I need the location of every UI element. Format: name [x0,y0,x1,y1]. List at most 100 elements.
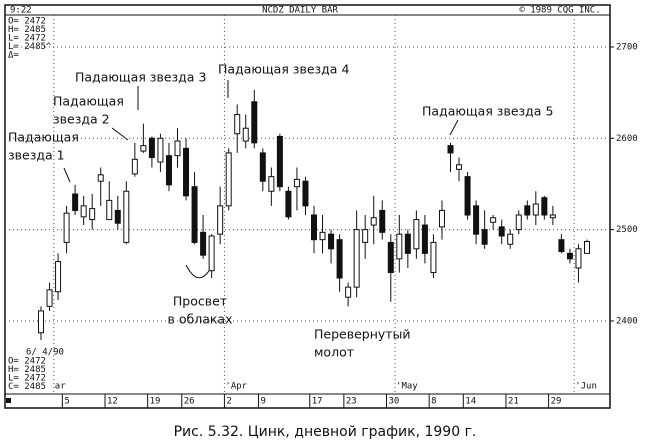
annotation: молот [314,345,354,360]
candle-body [473,205,480,235]
month-label: 'May [396,382,418,392]
candle-body [106,199,113,221]
candle-body [413,219,420,250]
candle-body [268,176,275,192]
candle-body [46,289,53,307]
info-text: H= 2485 [8,25,46,35]
x-tick-label: 14 [465,397,476,407]
x-tick-label: 12 [107,397,118,407]
info-text: Δ= [8,51,19,61]
month-label: 'Jun [575,382,597,392]
y-tick-label: 2400 [616,316,638,326]
y-tick-label: 2700 [616,42,638,52]
candle-body [174,140,181,157]
month-label: ar [55,382,66,392]
info-text: L= 2472 [8,374,46,384]
candle-body [456,164,463,170]
candle-body [430,241,437,274]
candle-body [549,214,556,219]
candle-body [311,214,317,241]
candle-body [80,205,87,218]
annotation: Падающая [53,94,124,109]
candle-body [97,174,104,182]
candle-body [200,231,207,256]
candle-body [438,209,445,228]
candle-body [276,135,283,188]
x-tick-label: 19 [150,397,161,407]
plot-frame [4,4,611,409]
candle-body [481,229,488,245]
candle-body [515,214,522,231]
candle-body [191,186,198,243]
candle-body [89,208,96,221]
candle-body [575,248,582,269]
annotation: Перевернутый [314,327,411,342]
candle-body [464,176,471,216]
candle-body [447,145,454,154]
header-text: © 1989 CQG INC. [519,6,600,16]
x-tick-label: 26 [184,397,195,407]
candle-body [353,229,360,288]
candle-body [541,197,548,216]
y-tick-label: 2600 [616,134,638,144]
candle-body [362,229,369,243]
annotation: Падающая звезда 3 [75,70,206,85]
candle-body [396,233,403,260]
candle-body [524,205,531,216]
candle-body [328,233,335,250]
candle-body [251,101,258,144]
candle-body [421,224,428,254]
annotation: Падающая звезда 4 [218,62,349,77]
candle-body [140,145,147,152]
info-text: O= 2472 [8,357,46,367]
x-tick-label: 5 [64,397,69,407]
candle-body [148,137,155,158]
x-tick-label: 8 [431,397,436,407]
candle-body [285,190,292,218]
candle-body [217,205,224,235]
candle-body [259,152,266,182]
candle-body [165,155,172,186]
candle-body [293,178,300,188]
x-tick-label: 9 [261,397,266,407]
candle-body [558,239,565,253]
x-tick-label: 2 [226,397,231,407]
candle-body [157,137,164,163]
annotation: Падающая [8,130,79,145]
x-tick-label: 17 [312,397,323,407]
candle-body [319,231,326,241]
candle-body [63,212,70,243]
info-text: L= 2472 [8,34,46,44]
candle-body [302,180,309,207]
candle-body [131,158,138,175]
annotation: в облаках [168,312,233,327]
arrow [63,167,71,183]
annotation: звезда 1 [8,148,65,163]
candle-body [584,240,590,254]
header-text: 9:22 [10,6,32,16]
arrow [449,119,459,136]
info-text: H= 2485 [8,365,46,375]
candle-body [498,226,505,237]
candle-body [242,127,249,142]
candle-body [387,241,394,274]
candle-body [208,235,215,272]
candle-body [234,114,241,135]
candle-body [345,286,352,298]
x-tick-label: 21 [508,397,519,407]
candle-body [183,147,190,197]
candle-body [55,261,62,293]
candle-body [225,152,232,207]
annotation: Просвет [173,294,227,309]
annotation: Падающая звезда 5 [422,104,553,119]
candle-body [379,209,386,233]
candle-body [490,217,497,223]
candle-body [336,239,343,279]
annotation: звезда 2 [53,112,110,127]
candle-body [566,252,573,260]
info-text: O= 2472 [8,17,46,27]
candle-body [507,233,514,245]
info-text: 6/ 4/90 [26,348,64,358]
info-text: C= 2485 [8,382,46,392]
